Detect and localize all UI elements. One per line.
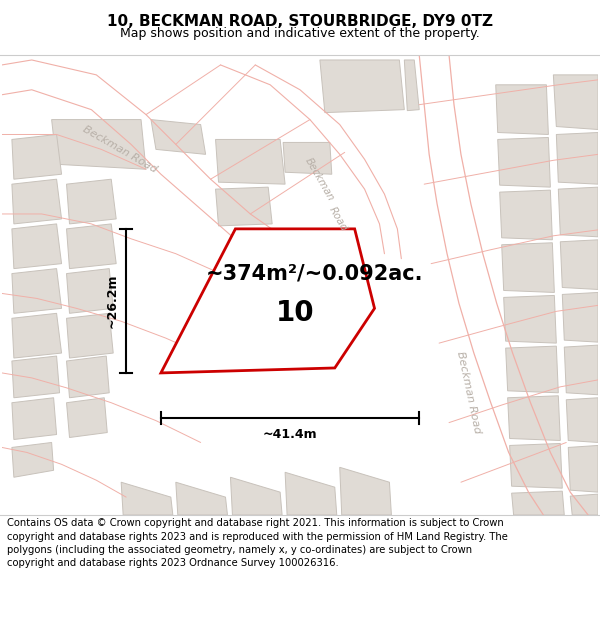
Polygon shape (556, 132, 598, 184)
Polygon shape (12, 224, 62, 269)
Polygon shape (67, 269, 113, 313)
Polygon shape (230, 478, 282, 515)
Polygon shape (283, 142, 332, 174)
Text: Road: Road (327, 205, 349, 233)
Polygon shape (12, 398, 56, 439)
Polygon shape (215, 187, 272, 226)
Polygon shape (67, 224, 116, 269)
Polygon shape (12, 179, 62, 224)
Polygon shape (12, 442, 53, 478)
Polygon shape (52, 119, 146, 169)
Polygon shape (498, 138, 550, 187)
Polygon shape (566, 398, 598, 442)
Polygon shape (67, 179, 116, 224)
Polygon shape (67, 398, 107, 437)
Polygon shape (12, 134, 62, 179)
Polygon shape (564, 345, 598, 395)
Text: Beckman: Beckman (304, 156, 336, 202)
Polygon shape (503, 296, 556, 343)
Polygon shape (320, 60, 404, 112)
Polygon shape (161, 229, 374, 373)
Polygon shape (509, 444, 562, 488)
Polygon shape (496, 85, 548, 134)
Text: ~41.4m: ~41.4m (263, 428, 317, 441)
Polygon shape (500, 190, 553, 240)
Text: Map shows position and indicative extent of the property.: Map shows position and indicative extent… (120, 27, 480, 39)
Polygon shape (553, 75, 598, 129)
Text: Beckman Road: Beckman Road (455, 351, 482, 435)
Text: Beckman Road: Beckman Road (82, 124, 159, 174)
Polygon shape (215, 139, 285, 184)
Polygon shape (559, 187, 598, 237)
Polygon shape (285, 472, 337, 515)
Polygon shape (12, 269, 62, 313)
Polygon shape (121, 482, 173, 515)
Polygon shape (176, 482, 227, 515)
Polygon shape (502, 242, 554, 292)
Polygon shape (12, 313, 62, 358)
Polygon shape (560, 240, 598, 289)
Polygon shape (67, 313, 113, 358)
Polygon shape (67, 356, 109, 398)
Text: Contains OS data © Crown copyright and database right 2021. This information is : Contains OS data © Crown copyright and d… (7, 518, 508, 568)
Polygon shape (404, 60, 419, 111)
Text: 10, BECKMAN ROAD, STOURBRIDGE, DY9 0TZ: 10, BECKMAN ROAD, STOURBRIDGE, DY9 0TZ (107, 14, 493, 29)
Polygon shape (508, 396, 560, 441)
Polygon shape (512, 491, 564, 515)
Polygon shape (562, 292, 598, 342)
Polygon shape (568, 446, 598, 492)
Text: ~374m²/~0.092ac.: ~374m²/~0.092ac. (206, 264, 423, 284)
Polygon shape (151, 119, 206, 154)
Text: ~26.2m: ~26.2m (105, 274, 118, 328)
Text: 10: 10 (276, 299, 314, 328)
Polygon shape (506, 346, 559, 392)
Polygon shape (12, 356, 59, 398)
Polygon shape (340, 468, 391, 515)
Polygon shape (570, 494, 598, 515)
